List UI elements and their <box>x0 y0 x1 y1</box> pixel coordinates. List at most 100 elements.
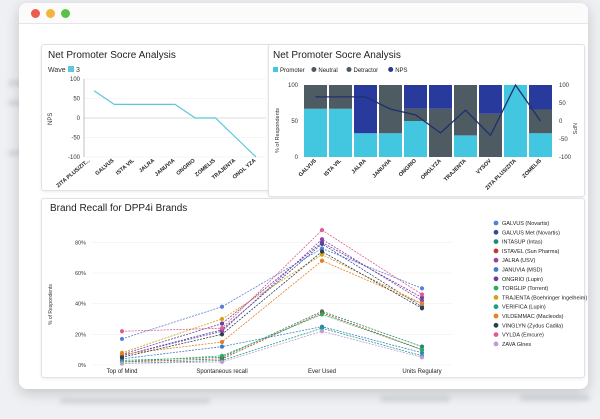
brand-recall-legend-swatch <box>493 276 499 282</box>
nps-wave-series-line <box>93 90 257 158</box>
brand-recall-ytick-label: 40% <box>75 302 86 308</box>
brand-recall-series-line <box>121 326 423 360</box>
brand-recall-legend-swatch <box>493 341 499 347</box>
brand-recall-point <box>219 339 225 345</box>
nps-breakdown-nps-line <box>315 83 542 137</box>
brand-recall-point <box>419 298 425 303</box>
nps-breakdown-legend-swatch <box>273 67 278 72</box>
brand-recall-point <box>119 329 125 334</box>
brand-recall-legend-label: ONGRIO (Lupin) <box>502 277 543 283</box>
brand-recall-legend-swatch <box>493 220 499 226</box>
nps-breakdown-right-ytick: 50 <box>559 101 566 107</box>
brand-recall-legend-label: VILDEMMAC (Macleods) <box>502 314 564 320</box>
brand-recall-legend-swatch <box>493 304 499 310</box>
nps-breakdown-ylabel-left: % of Respondents <box>275 108 281 153</box>
brand-recall-point <box>419 344 425 349</box>
nps-wave-legend-swatch <box>68 66 74 72</box>
brand-recall-legend-label: VINGLYN (Zydus Cadila) <box>502 323 563 329</box>
nps-breakdown-legend-swatch <box>346 67 352 72</box>
brand-recall-series-line <box>121 251 423 358</box>
brand-recall-series-line <box>121 243 423 357</box>
brand-recall-point <box>319 329 325 334</box>
maximize-window-button[interactable] <box>61 9 70 18</box>
brand-recall-ytick-label: 60% <box>75 271 86 277</box>
brand-recall-series-line <box>121 248 423 340</box>
brand-recall-point <box>419 292 425 297</box>
brand-recall-point <box>419 306 425 311</box>
nps-breakdown-right-ytick: -50 <box>559 137 568 143</box>
nps-breakdown-bar-segment <box>354 85 377 134</box>
nps-breakdown-xtick-label: JALRA <box>351 158 368 175</box>
nps-breakdown-legend-label: Neutral <box>318 68 337 74</box>
brand-recall-point <box>419 295 425 300</box>
nps-breakdown-left-ytick: 100 <box>288 83 299 89</box>
brand-recall-point <box>319 326 325 331</box>
brand-recall-point <box>319 246 325 251</box>
brand-recall-point <box>119 355 125 360</box>
nps-wave-xtick-label: JANUVIA <box>154 158 176 178</box>
brand-recall-ytick-label: 80% <box>75 240 86 246</box>
brand-recall-series-line <box>121 312 423 363</box>
brand-recall-panel: Brand Recall for DPP4i Brands % of Respo… <box>41 198 587 378</box>
nps-breakdown-xtick-label: VYSOV <box>475 158 493 176</box>
brand-recall-series-line <box>121 229 423 332</box>
brand-recall-point <box>419 286 425 291</box>
nps-wave-legend-title: Wave <box>48 67 66 74</box>
brand-recall-ytick-label: 0% <box>78 363 86 369</box>
brand-recall-series-line <box>121 238 423 357</box>
brand-recall-series-line <box>121 313 423 363</box>
brand-recall-legend-swatch <box>493 267 499 272</box>
nps-breakdown-bar-segment <box>454 135 477 157</box>
nps-breakdown-bar-segment <box>404 85 427 109</box>
nps-breakdown-title: Net Promoter Socre Analysis <box>273 50 401 61</box>
nps-breakdown-left-ytick: 0 <box>295 155 299 161</box>
brand-recall-point <box>319 252 325 257</box>
nps-breakdown-bar-segment <box>379 133 402 157</box>
brand-recall-legend-label: GALVUS (Novartis) <box>502 221 549 227</box>
brand-recall-legend-label: JALRA (USV) <box>502 258 535 264</box>
brand-recall-point <box>419 301 425 306</box>
brand-recall-point <box>219 344 225 349</box>
nps-breakdown-ylabel-right: NPS <box>571 123 577 135</box>
nps-breakdown-xtick-label: ONGLYZA <box>420 158 443 181</box>
brand-recall-series-line <box>121 260 423 355</box>
minimize-window-button[interactable] <box>46 9 55 18</box>
brand-recall-legend-label: TRAJENTA (Boehringer Ingelheim) <box>502 295 587 301</box>
close-window-button[interactable] <box>31 9 40 18</box>
brand-recall-point <box>219 326 225 331</box>
brand-recall-point <box>119 361 125 366</box>
nps-breakdown-bar-segment <box>404 121 427 157</box>
brand-recall-point <box>319 240 325 245</box>
brand-recall-point <box>419 347 425 352</box>
nps-breakdown-right-ytick: 100 <box>559 83 570 89</box>
brand-recall-legend-swatch <box>493 257 499 263</box>
brand-recall-legend-label: ISTAVEL (Sun Pharma) <box>502 249 560 255</box>
brand-recall-legend-label: INTASUP (Intas) <box>502 240 543 246</box>
brand-recall-point <box>219 353 225 358</box>
brand-recall-legend-label: VYLDA (Emcure) <box>502 333 544 339</box>
nps-breakdown-xtick-label: ONGRIO <box>398 158 419 179</box>
brand-recall-point <box>219 304 225 309</box>
brand-recall-ytick-label: 20% <box>75 332 86 338</box>
nps-breakdown-legend-label: Promoter <box>280 68 305 74</box>
nps-breakdown-xtick-label: ZOMELIS <box>521 158 543 180</box>
nps-breakdown-legend-label: NPS <box>395 68 407 74</box>
brand-recall-xtick-label: Top of Mind <box>106 369 137 375</box>
app-window: Net Promoter Socre Analysis Wave 3 NPS 1… <box>19 3 588 389</box>
brand-recall-point <box>319 227 325 233</box>
brand-recall-legend-label: VERIFICA (Lupin) <box>502 305 546 311</box>
nps-breakdown-xtick-label: ISTA VIL <box>323 158 343 178</box>
nps-breakdown-chart: Promoter Neutral Detractor NPS % of Respond… <box>273 67 577 192</box>
nps-wave-ytick-label: -50 <box>71 136 80 142</box>
nps-wave-xtick-label: GALVUS <box>94 158 115 177</box>
brand-recall-point <box>219 359 225 365</box>
brand-recall-point <box>319 258 325 263</box>
nps-breakdown-bar-segment <box>304 108 327 157</box>
brand-recall-legend-label: GALVUS Met (Novartis) <box>502 230 560 236</box>
brand-recall-xtick-label: Units Regulary <box>402 369 441 375</box>
nps-breakdown-xtick-label: GALVUS <box>298 158 318 178</box>
nps-breakdown-bar-segment <box>529 85 552 110</box>
nps-breakdown-bar-segment <box>529 133 552 157</box>
brand-recall-legend-swatch <box>493 229 499 235</box>
